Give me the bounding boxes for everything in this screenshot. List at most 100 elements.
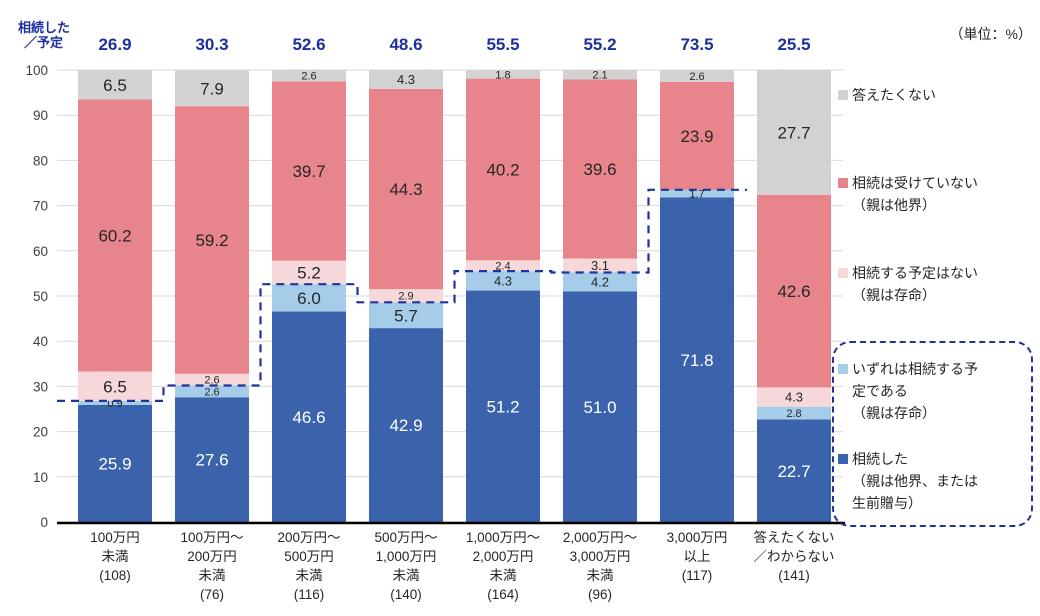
segment-value-label: 4.3 <box>494 274 512 289</box>
bar-segment <box>466 290 540 522</box>
total-value-label: 26.9 <box>98 35 131 54</box>
segment-value-label: 2.4 <box>495 261 510 273</box>
bar-segment <box>563 272 637 292</box>
segment-value-label: 22.7 <box>777 462 810 481</box>
y-tick-label: 80 <box>33 153 48 168</box>
legend-highlight-dashed-box <box>832 341 1033 527</box>
segment-value-label: 2.6 <box>204 386 219 398</box>
y-tick-label: 50 <box>33 289 48 304</box>
segment-value-label: 2.6 <box>204 375 219 387</box>
legend-item-label: （親は他界） <box>852 197 936 213</box>
bar-segment <box>660 189 734 198</box>
bar-segment <box>369 302 443 329</box>
bar-segment <box>78 371 152 401</box>
segment-value-label: 6.0 <box>297 289 321 308</box>
bar-segment <box>78 400 152 405</box>
y-tick-label: 0 <box>40 515 48 530</box>
bar-segment <box>272 284 346 312</box>
segment-value-label: 42.6 <box>777 282 810 301</box>
bar-segment <box>563 70 637 80</box>
y-tick-label: 20 <box>33 425 48 440</box>
bar-segment <box>757 194 831 388</box>
total-value-label: 55.2 <box>583 35 616 54</box>
segment-value-label: 46.6 <box>292 408 325 427</box>
legend-item-label: いずれは相続する予 <box>852 361 978 377</box>
total-value-label: 30.3 <box>195 35 228 54</box>
legend-swatch-icon <box>838 178 848 188</box>
inherited-cumulative-dashed-line <box>57 188 747 402</box>
bar-segment <box>660 70 734 82</box>
x-category-label: 1,000万円～ 2,000万円未満(164) <box>466 530 540 602</box>
legend-item-label: 定である <box>852 383 908 399</box>
bar-segment <box>272 69 346 82</box>
legend-swatch-icon <box>838 268 848 278</box>
legend-item-label: 答えたくない <box>852 87 936 103</box>
segment-value-label: 7.9 <box>200 79 224 98</box>
segment-value-label: 27.6 <box>195 451 228 470</box>
segment-value-label: 27.7 <box>777 123 810 142</box>
y-tick-label: 70 <box>33 199 48 214</box>
segment-value-label: 51.2 <box>486 397 519 416</box>
x-category-label: 500万円～ 1,000万円未満(140) <box>374 530 437 602</box>
y-tick-label: 60 <box>33 244 48 259</box>
total-value-label: 55.5 <box>486 35 519 54</box>
x-category-label: 3,000万円以上(117) <box>667 530 728 583</box>
segment-value-label: 2.6 <box>301 70 316 82</box>
segment-value-label: 4.3 <box>785 390 803 405</box>
segment-value-label: 60.2 <box>98 227 131 246</box>
legend-swatch-icon <box>838 90 848 100</box>
y-tick-label: 100 <box>25 63 48 78</box>
segment-value-label: 1.8 <box>495 70 510 82</box>
y-tick-label: 10 <box>33 470 48 485</box>
bar-segment <box>563 291 637 522</box>
x-category-label: 答えたくない／わからない(141) <box>754 529 835 583</box>
bar-segment <box>563 258 637 273</box>
total-value-label: 48.6 <box>389 35 422 54</box>
bar-segment <box>369 328 443 522</box>
legend-item: 相続した （親は他界、または 生前贈与） <box>838 448 978 514</box>
bar-segment <box>369 89 443 290</box>
y-tick-label: 90 <box>33 108 48 123</box>
legend-item-label: 相続した <box>852 451 908 467</box>
segment-value-label: 25.9 <box>98 455 131 474</box>
bar-segment <box>175 385 249 398</box>
bar-segment <box>466 260 540 272</box>
segment-value-label: 42.9 <box>389 416 422 435</box>
segment-value-label: 2.8 <box>786 408 801 420</box>
legend-item: 相続は受けていない （親は他界） <box>838 172 978 216</box>
legend-item: 答えたくない <box>838 84 936 106</box>
segment-value-label: 23.9 <box>680 127 713 146</box>
segment-value-label: 6.5 <box>103 76 127 95</box>
bar-segment <box>175 397 249 522</box>
segment-value-label: 40.2 <box>486 161 519 180</box>
x-category-label: 200万円～ 500万円未満(116) <box>277 530 340 602</box>
bar-segment <box>272 81 346 261</box>
segment-value-label: 4.2 <box>591 275 609 290</box>
legend-item-label: （親は存命） <box>852 287 936 303</box>
segment-value-label: 2.9 <box>398 291 413 303</box>
legend-item: 相続する予定はない （親は存命） <box>838 262 978 306</box>
segment-value-label: 59.2 <box>195 231 228 250</box>
x-category-label: 100万円～ 200万円未満(76) <box>180 530 243 602</box>
bar-segment <box>78 404 152 522</box>
y-axis-title-line1: 相続した <box>18 20 71 35</box>
bar-segment <box>660 197 734 522</box>
segment-value-label: 5.7 <box>394 306 418 325</box>
bar-segment <box>175 106 249 374</box>
x-category-label: 2,000万円～ 3,000万円未満(96) <box>563 530 637 602</box>
x-category-label: 100万円未満(108) <box>90 530 140 583</box>
bar-segment <box>660 81 734 190</box>
legend-swatch-icon <box>838 364 848 374</box>
segment-value-label: 39.7 <box>292 162 325 181</box>
segment-value-label: 5.2 <box>297 264 321 283</box>
legend-item-label: 相続する予定はない <box>852 265 978 281</box>
total-value-label: 73.5 <box>680 35 713 54</box>
legend-swatch-icon <box>838 454 848 464</box>
bar-segment <box>757 419 831 522</box>
segment-value-label: 3.1 <box>591 258 609 273</box>
y-axis-title-line2: ／予定 <box>24 35 64 50</box>
segment-value-label: 2.1 <box>592 70 607 82</box>
segment-value-label: 4.3 <box>397 72 415 87</box>
